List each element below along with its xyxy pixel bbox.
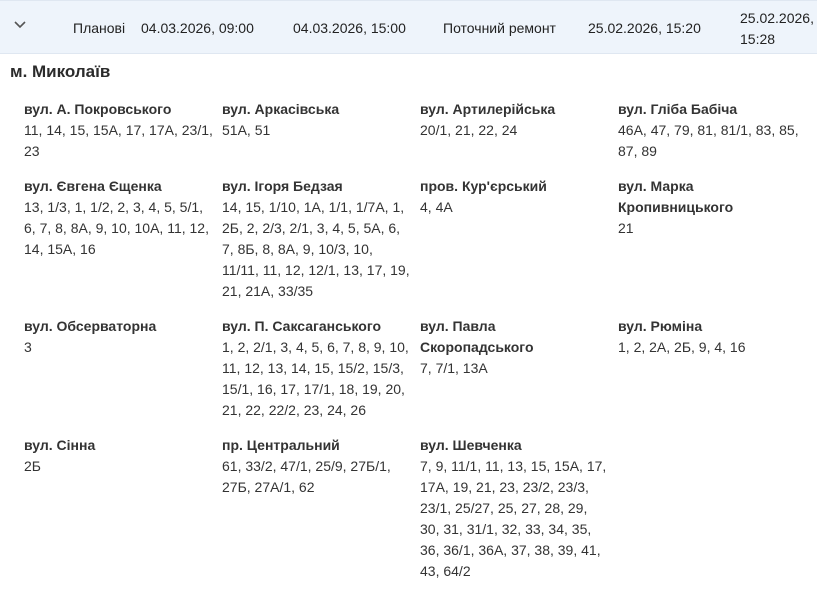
street-houses: 4, 4А xyxy=(420,199,453,215)
street-item: вул. Гліба Бабіча 46А, 47, 79, 81, 81/1, … xyxy=(618,99,816,162)
outage-updated: 25.02.2026, 15:28 xyxy=(740,8,817,50)
street-houses: 21 xyxy=(618,220,634,236)
street-name: вул. Павла Скоропадського xyxy=(420,318,534,355)
street-houses: 1, 2, 2А, 2Б, 9, 4, 16 xyxy=(618,339,746,355)
outage-start: 04.03.2026, 09:00 xyxy=(141,20,254,36)
street-houses: 3 xyxy=(24,339,32,355)
street-item: вул. Рюміна 1, 2, 2А, 2Б, 9, 4, 16 xyxy=(618,316,816,421)
outage-row-header[interactable]: Планові 04.03.2026, 09:00 04.03.2026, 15… xyxy=(0,0,817,54)
street-item: вул. Ігоря Бедзая 14, 15, 1/10, 1А, 1/1, … xyxy=(222,176,420,302)
street-name: пр. Центральний xyxy=(222,437,340,453)
outage-created: 25.02.2026, 15:20 xyxy=(588,20,701,36)
street-item: вул. Обсерваторна 3 xyxy=(24,316,222,421)
street-name: вул. Аркасівська xyxy=(222,101,340,117)
outage-reason: Поточний ремонт xyxy=(443,20,556,36)
street-name: пров. Кур'єрський xyxy=(420,178,547,194)
street-name: вул. Сінна xyxy=(24,437,96,453)
street-name: вул. Євгена Єщенка xyxy=(24,178,162,194)
street-name: вул. Шевченка xyxy=(420,437,522,453)
street-item: вул. Євгена Єщенка 13, 1/3, 1, 1/2, 2, 3,… xyxy=(24,176,222,302)
street-name: вул. Рюміна xyxy=(618,318,703,334)
street-item: вул. Павла Скоропадського 7, 7/1, 13А xyxy=(420,316,618,421)
city-title: м. Миколаїв xyxy=(10,62,111,81)
outage-type: Планові xyxy=(73,20,126,36)
street-name: вул. А. Покровського xyxy=(24,101,172,117)
street-name: вул. Ігоря Бедзая xyxy=(222,178,343,194)
street-item: вул. А. Покровського 11, 14, 15, 15А, 17,… xyxy=(24,99,222,162)
street-item: вул. Аркасівська 51А, 51 xyxy=(222,99,420,162)
street-houses: 11, 14, 15, 15А, 17, 17А, 23/1, 23 xyxy=(24,122,213,159)
street-name: вул. П. Саксаганського xyxy=(222,318,382,334)
street-houses: 51А, 51 xyxy=(222,122,271,138)
street-item: вул. Шевченка 7, 9, 11/1, 11, 13, 15, 15А… xyxy=(420,435,618,582)
chevron-down-icon[interactable] xyxy=(14,21,26,33)
outage-updated-date: 25.02.2026, xyxy=(740,10,814,26)
street-houses: 2Б xyxy=(24,458,41,474)
street-houses: 46А, 47, 79, 81, 81/1, 83, 85, 87, 89 xyxy=(618,122,799,159)
street-grid: вул. А. Покровського 11, 14, 15, 15А, 17,… xyxy=(24,99,817,582)
street-houses: 14, 15, 1/10, 1А, 1/1, 1/7А, 1, 2Б, 2, 2… xyxy=(222,199,410,299)
street-item: вул. Марка Кропивницького 21 xyxy=(618,176,816,302)
street-item: вул. Артилерійська 20/1, 21, 22, 24 xyxy=(420,99,618,162)
street-houses: 61, 33/2, 47/1, 25/9, 27Б/1, 27Б, 27А/1,… xyxy=(222,458,391,495)
street-houses: 13, 1/3, 1, 1/2, 2, 3, 4, 5, 5/1, 6, 7, … xyxy=(24,199,209,257)
street-name: вул. Обсерваторна xyxy=(24,318,157,334)
street-name: вул. Артилерійська xyxy=(420,101,556,117)
outage-updated-time: 15:28 xyxy=(740,31,776,47)
street-name: вул. Гліба Бабіча xyxy=(618,101,738,117)
street-houses: 7, 7/1, 13А xyxy=(420,360,488,376)
street-houses: 7, 9, 11/1, 11, 13, 15, 15А, 17, 17А, 19… xyxy=(420,458,607,579)
street-item: вул. П. Саксаганського 1, 2, 2/1, 3, 4, 5… xyxy=(222,316,420,421)
street-houses: 1, 2, 2/1, 3, 4, 5, 6, 7, 8, 9, 10, 11, … xyxy=(222,339,409,418)
street-item: пров. Кур'єрський 4, 4А xyxy=(420,176,618,302)
street-houses: 20/1, 21, 22, 24 xyxy=(420,122,518,138)
street-name: вул. Марка Кропивницького xyxy=(618,178,734,215)
outage-end: 04.03.2026, 15:00 xyxy=(293,20,406,36)
street-item: пр. Центральний 61, 33/2, 47/1, 25/9, 27Б… xyxy=(222,435,420,582)
street-item: вул. Сінна 2Б xyxy=(24,435,222,582)
